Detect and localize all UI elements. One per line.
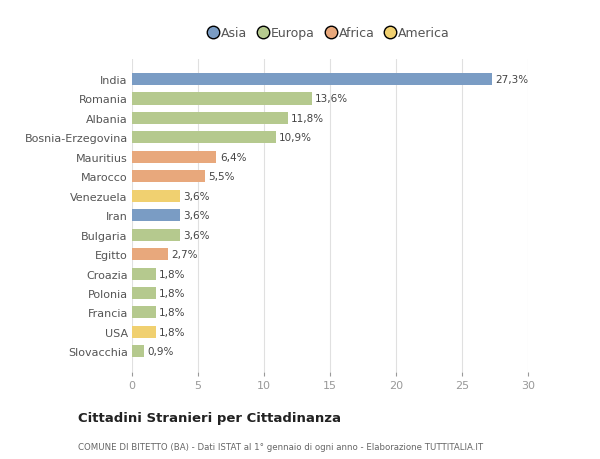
Bar: [132, 307, 156, 319]
Bar: [132, 229, 179, 241]
Text: 3,6%: 3,6%: [183, 230, 209, 240]
Text: 10,9%: 10,9%: [279, 133, 312, 143]
Text: 3,6%: 3,6%: [183, 211, 209, 221]
Bar: [132, 93, 311, 105]
Bar: [132, 210, 179, 222]
Bar: [132, 346, 144, 358]
Bar: [132, 151, 217, 163]
Text: 3,6%: 3,6%: [183, 191, 209, 202]
Text: 5,5%: 5,5%: [208, 172, 235, 182]
Text: Cittadini Stranieri per Cittadinanza: Cittadini Stranieri per Cittadinanza: [78, 412, 341, 425]
Bar: [132, 287, 156, 299]
Bar: [132, 248, 167, 261]
Bar: [132, 190, 179, 202]
Text: 13,6%: 13,6%: [315, 94, 348, 104]
Bar: [132, 74, 493, 86]
Bar: [132, 132, 276, 144]
Text: 6,4%: 6,4%: [220, 152, 246, 162]
Bar: [132, 171, 205, 183]
Text: 1,8%: 1,8%: [159, 288, 185, 298]
Legend: Asia, Europa, Africa, America: Asia, Europa, Africa, America: [205, 22, 455, 45]
Text: 27,3%: 27,3%: [496, 75, 529, 85]
Text: 2,7%: 2,7%: [171, 250, 197, 259]
Text: 0,9%: 0,9%: [147, 347, 173, 357]
Bar: [132, 326, 156, 338]
Bar: [132, 268, 156, 280]
Text: COMUNE DI BITETTO (BA) - Dati ISTAT al 1° gennaio di ogni anno - Elaborazione TU: COMUNE DI BITETTO (BA) - Dati ISTAT al 1…: [78, 442, 483, 451]
Text: 11,8%: 11,8%: [291, 114, 324, 123]
Bar: [132, 112, 288, 125]
Text: 1,8%: 1,8%: [159, 269, 185, 279]
Text: 1,8%: 1,8%: [159, 327, 185, 337]
Text: 1,8%: 1,8%: [159, 308, 185, 318]
